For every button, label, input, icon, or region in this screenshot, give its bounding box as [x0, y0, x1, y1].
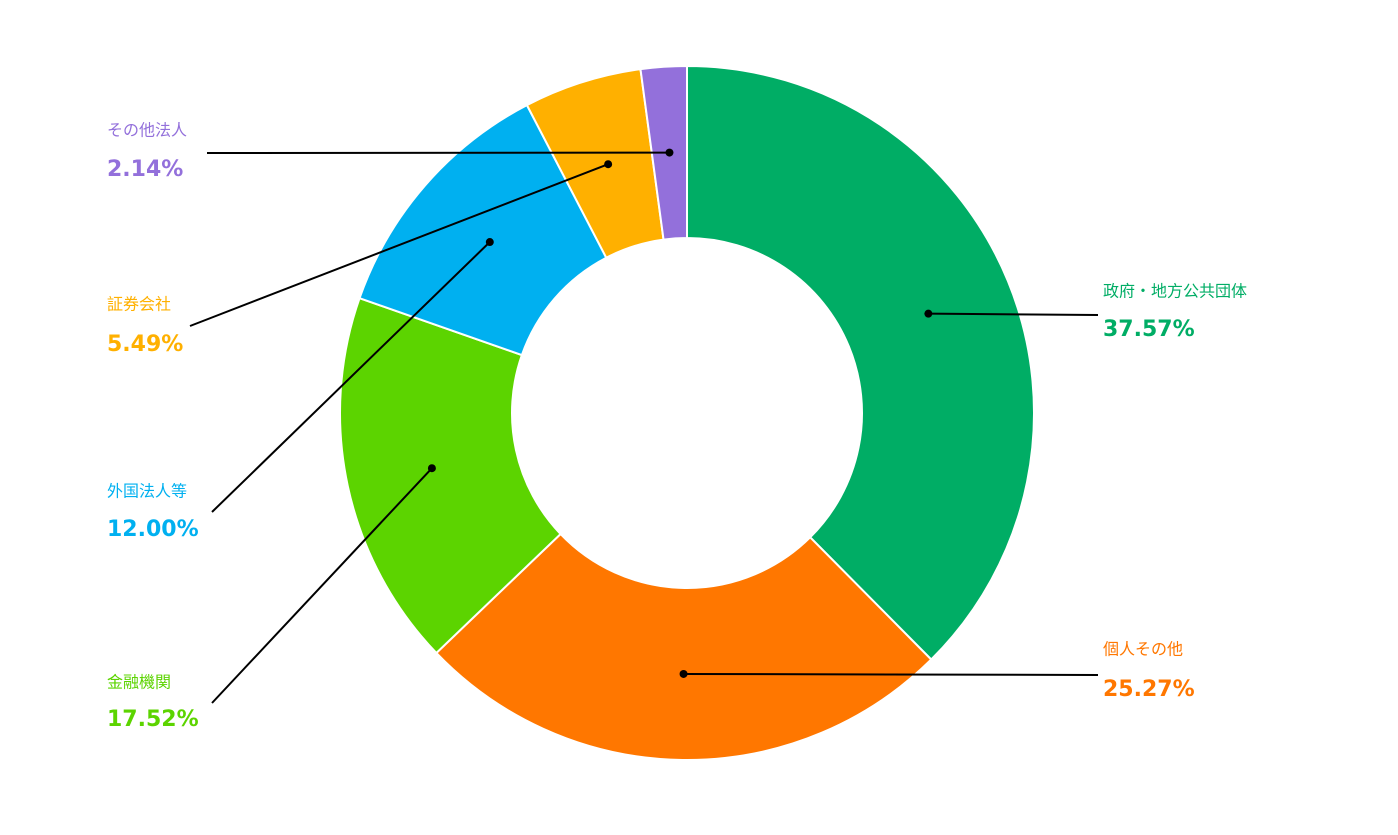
- legend-label: その他法人: [107, 121, 187, 140]
- donut-slice: [434, 532, 933, 761]
- leader-line: [211, 467, 433, 704]
- value-label: 2.14%: [107, 157, 183, 182]
- legend-label: 政府・地方公共団体: [1103, 282, 1247, 301]
- legend-label: 証券会社: [107, 295, 171, 314]
- leader-dot: [679, 669, 688, 678]
- leader-dot: [604, 160, 613, 169]
- legend-label: 金融機関: [107, 673, 171, 692]
- value-label: 25.27%: [1103, 677, 1195, 702]
- leader-line: [211, 241, 491, 513]
- donut-slice: [339, 296, 563, 655]
- donut-slice: [358, 103, 608, 357]
- value-label: 37.57%: [1103, 317, 1195, 342]
- value-label: 5.49%: [107, 332, 183, 357]
- leader-line: [189, 163, 609, 327]
- leader-dot: [485, 238, 494, 247]
- leader-line: [683, 672, 1099, 676]
- leader-dot: [427, 464, 436, 473]
- leader-dot: [924, 309, 933, 318]
- value-label: 12.00%: [107, 517, 199, 542]
- donut-slice: [686, 64, 1035, 661]
- value-label: 17.52%: [107, 707, 199, 732]
- legend-label: 外国法人等: [107, 482, 187, 501]
- legend-label: 個人その他: [1103, 640, 1183, 659]
- leader-line: [928, 312, 1099, 316]
- leader-dot: [665, 148, 674, 157]
